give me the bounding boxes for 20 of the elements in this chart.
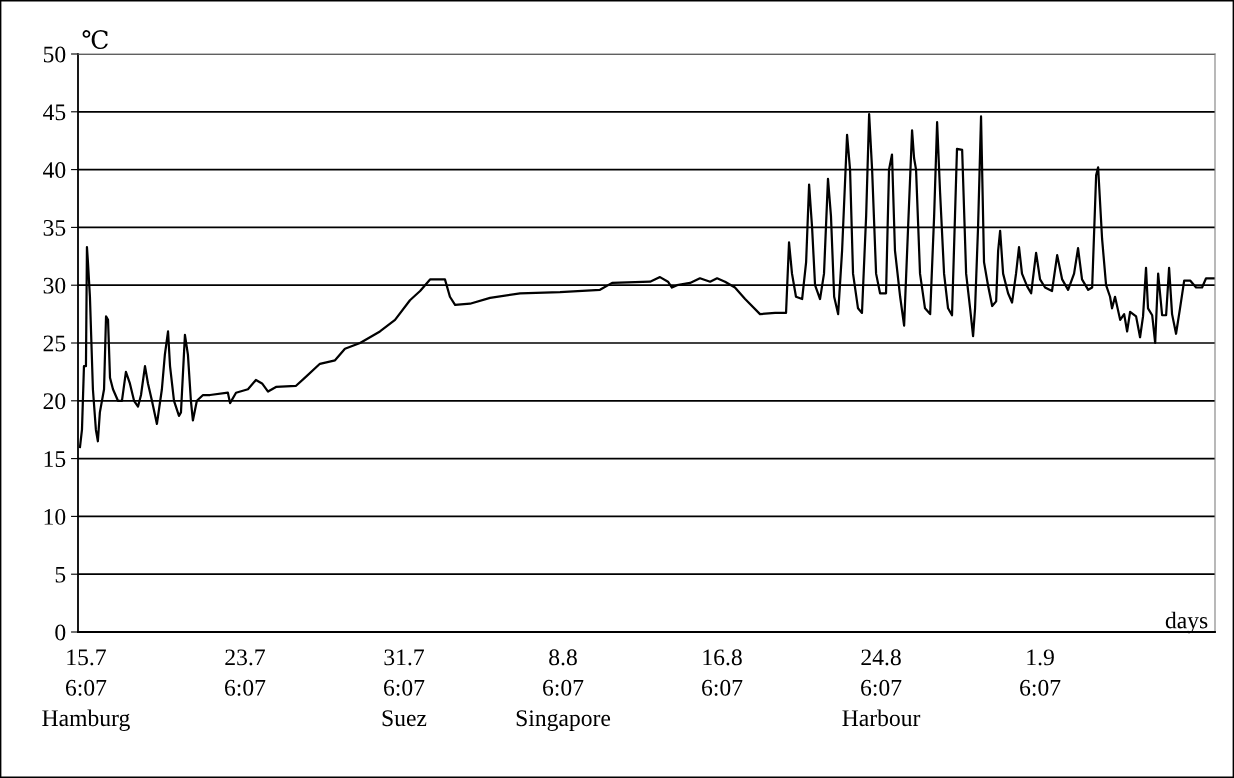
- y-tick-label: 30: [43, 277, 66, 294]
- y-tick-label: 45: [43, 104, 66, 121]
- y-tick-label: 35: [43, 219, 66, 236]
- x-tick-label: 1.9 6:07: [1020, 649, 1061, 696]
- y-axis-title: ℃: [82, 30, 108, 50]
- y-tick-label: 20: [43, 393, 66, 410]
- y-tick-label: 25: [43, 335, 66, 352]
- x-tick-label: 15.7 6:07 Hamburg: [42, 649, 130, 731]
- y-tick-label: 15: [44, 451, 66, 468]
- y-tick-label: 10: [44, 508, 66, 525]
- y-tick-label: 5: [55, 566, 66, 583]
- x-tick-label: 16.8 6:07: [702, 649, 743, 696]
- y-tick-label: 40: [43, 162, 66, 179]
- y-tick-label: 50: [43, 46, 66, 63]
- x-tick-label: 8.8 6:07 Singapore: [516, 649, 611, 731]
- x-tick-label: 31.7 6:07 Suez: [382, 649, 427, 727]
- x-tick-label: 24.8 6:07 Harbour: [842, 649, 921, 727]
- x-tick-label: 23.7 6:07: [225, 649, 266, 696]
- x-axis-title: days: [1165, 611, 1208, 634]
- y-tick-label: 0: [55, 624, 66, 641]
